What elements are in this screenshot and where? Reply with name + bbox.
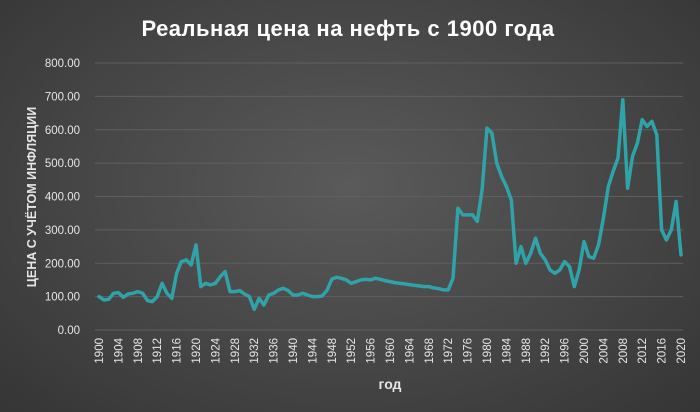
- x-tick-label: 1912: [152, 338, 164, 364]
- x-tick-label: 1988: [521, 338, 533, 364]
- x-tick-label: 1980: [482, 338, 494, 364]
- x-tick-label: 1964: [404, 337, 416, 363]
- x-tick-label: 2012: [637, 338, 649, 364]
- x-tick-label: 2008: [618, 338, 630, 364]
- chart-title: Реальная цена на нефть с 1900 года: [141, 16, 554, 41]
- x-tick-label: 1960: [385, 338, 397, 364]
- x-tick-label: 1936: [269, 338, 281, 364]
- x-tick-label: 1924: [210, 337, 222, 363]
- gridlines: [95, 62, 683, 331]
- y-tick-label: 0.00: [58, 325, 80, 337]
- x-tick-label: 1900: [94, 338, 106, 364]
- x-tick-label: 1972: [443, 338, 455, 364]
- x-tick-label: 1904: [113, 337, 125, 363]
- x-tick-label: 1916: [172, 338, 184, 364]
- x-tick-label: 1928: [230, 338, 242, 364]
- x-tick-label: 1908: [133, 338, 145, 364]
- x-tick-label: 2000: [579, 338, 591, 364]
- y-tick-label: 100.00: [45, 292, 80, 304]
- y-tick-label: 800.00: [45, 58, 80, 70]
- series-line: [97, 97, 683, 312]
- x-tick-label: 1932: [249, 338, 261, 364]
- x-tick-label: 1976: [463, 338, 475, 364]
- y-tick-label: 500.00: [45, 158, 80, 170]
- x-tick-label: 1996: [560, 338, 572, 364]
- x-tick-label: 2004: [598, 337, 610, 363]
- x-tick-label: 2016: [657, 338, 669, 364]
- x-tick-label: 2020: [676, 338, 688, 364]
- y-axis-title: ЦЕНА С УЧЁТОМ ИНФЛЯЦИИ: [24, 107, 39, 287]
- x-tick-label: 1940: [288, 338, 300, 364]
- x-tick-label: 1984: [501, 337, 513, 363]
- x-tick-label: 1952: [346, 338, 358, 364]
- y-tick-label: 400.00: [45, 192, 80, 204]
- x-axis-ticks: 1900 1904 1908 1912 1916 1920 1924 1928 1932 1936…: [94, 337, 688, 363]
- y-tick-label: 700.00: [45, 91, 80, 103]
- y-tick-label: 600.00: [45, 125, 80, 137]
- y-axis-ticks: 0.00 100.00 200.00 300.00 400.00 500.00 600.00…: [45, 58, 80, 337]
- x-tick-label: 1920: [191, 338, 203, 364]
- y-tick-label: 300.00: [45, 225, 80, 237]
- x-tick-label: 1948: [327, 338, 339, 364]
- x-tick-label: 1944: [307, 337, 319, 363]
- x-axis-title: год: [379, 376, 402, 392]
- x-tick-label: 1956: [366, 338, 378, 364]
- y-tick-label: 200.00: [45, 258, 80, 270]
- x-tick-label: 1992: [540, 338, 552, 364]
- x-tick-label: 1968: [424, 338, 436, 364]
- series-layer: [97, 97, 683, 312]
